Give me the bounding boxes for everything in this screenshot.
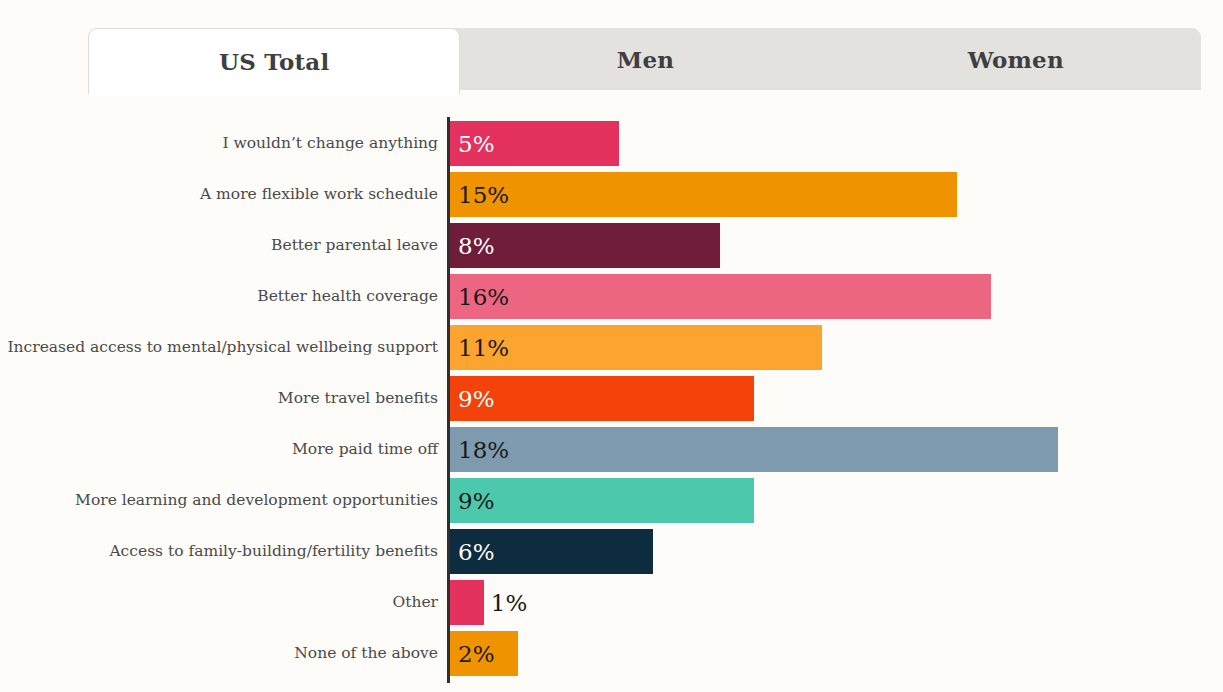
value-label: 9% (450, 386, 495, 412)
chart-row: 18% (450, 427, 1058, 472)
bar: 8% (450, 223, 720, 268)
tab-us-total[interactable]: US Total (88, 28, 460, 94)
chart-row: 2% (450, 631, 1058, 676)
category-label: Access to family-building/fertility bene… (0, 529, 438, 574)
bar: 6% (450, 529, 653, 574)
survey-chart-page: US Total Men Women I wouldn’t change any… (0, 0, 1223, 692)
value-label: 18% (450, 437, 509, 463)
bar: 18% (450, 427, 1058, 472)
bar: 11% (450, 325, 822, 370)
tab-men[interactable]: Men (460, 28, 830, 90)
chart-row: 5% (450, 121, 1058, 166)
value-label: 6% (450, 539, 495, 565)
category-label: More travel benefits (0, 376, 438, 421)
category-label: Better health coverage (0, 274, 438, 319)
tab-women[interactable]: Women (831, 28, 1201, 90)
category-label: I wouldn’t change anything (0, 121, 438, 166)
demographic-tabs: US Total Men Women (88, 28, 1201, 90)
chart-row: 8% (450, 223, 1058, 268)
chart-row: 9% (450, 478, 1058, 523)
value-label: 11% (450, 335, 509, 361)
category-label: Better parental leave (0, 223, 438, 268)
chart-row: 16% (450, 274, 1058, 319)
value-label: 15% (450, 182, 509, 208)
category-labels-column: I wouldn’t change anything A more flexibl… (0, 117, 447, 682)
value-label: 9% (450, 488, 495, 514)
value-label: 2% (450, 641, 495, 667)
bar (450, 580, 484, 625)
bar: 2% (450, 631, 518, 676)
category-label: More paid time off (0, 427, 438, 472)
chart-row: 11% (450, 325, 1058, 370)
value-label: 5% (450, 131, 495, 157)
category-label: Other (0, 580, 438, 625)
value-label: 1% (484, 590, 528, 616)
bar: 9% (450, 376, 754, 421)
category-label: More learning and development opportunit… (0, 478, 438, 523)
chart-row: 1% (450, 580, 1058, 625)
bar: 5% (450, 121, 619, 166)
bar: 9% (450, 478, 754, 523)
category-label: None of the above (0, 631, 438, 676)
chart-row: 15% (450, 172, 1058, 217)
value-label: 16% (450, 284, 509, 310)
category-label: A more flexible work schedule (0, 172, 438, 217)
value-label: 8% (450, 233, 495, 259)
category-label: Increased access to mental/physical well… (0, 325, 438, 370)
bar-chart: I wouldn’t change anything A more flexibl… (0, 117, 1058, 683)
bar: 16% (450, 274, 991, 319)
bar: 15% (450, 172, 957, 217)
chart-row: 9% (450, 376, 1058, 421)
plot-area: 5% 15% 8% 16% 11% 9% 18% 9% 6% 1% 2% (447, 117, 1058, 683)
chart-row: 6% (450, 529, 1058, 574)
